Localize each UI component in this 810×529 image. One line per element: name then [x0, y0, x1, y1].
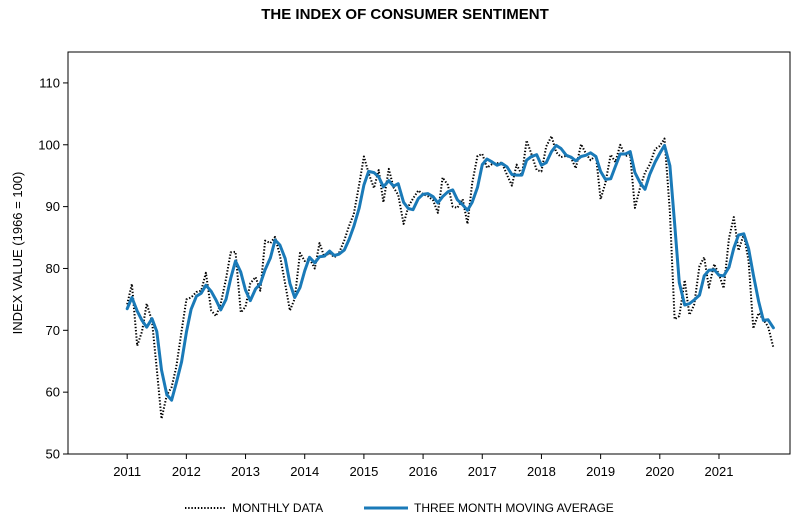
y-tick-label: 110	[39, 75, 60, 90]
x-tick-label: 2015	[349, 464, 378, 479]
plot-area	[67, 51, 791, 455]
x-tick-label: 2014	[290, 464, 319, 479]
x-tick-label: 2021	[705, 464, 734, 479]
x-tick-label: 2020	[645, 464, 674, 479]
y-tick-label: 50	[46, 447, 60, 462]
x-axis: 2011 2012 2013 2014 2015 2016 2017 2018 2019 2020…	[113, 454, 733, 479]
y-axis: 50 60 70 80 90 100 110	[38, 75, 68, 462]
plot-border	[67, 51, 791, 455]
chart-title: THE INDEX OF CONSUMER SENTIMENT	[261, 6, 549, 23]
series-layer	[125, 135, 775, 420]
monthly-data-line	[126, 135, 775, 420]
legend-label-monthly: MONTHLY DATA	[232, 501, 323, 515]
x-tick-label: 2016	[409, 464, 438, 479]
moving-average-line	[125, 143, 775, 402]
y-tick-label: 100	[38, 137, 60, 152]
legend-label-moving-average: THREE MONTH MOVING AVERAGE	[414, 501, 614, 515]
x-tick-label: 2019	[586, 464, 615, 479]
x-tick-label: 2012	[172, 464, 201, 479]
y-tick-label: 60	[46, 385, 60, 400]
y-tick-label: 90	[46, 199, 60, 214]
legend: MONTHLY DATA THREE MONTH MOVING AVERAGE	[185, 501, 614, 515]
x-tick-label: 2018	[527, 464, 556, 479]
y-tick-label: 70	[46, 323, 60, 338]
x-tick-label: 2017	[468, 464, 497, 479]
x-tick-label: 2013	[231, 464, 260, 479]
y-axis-title: INDEX VALUE (1966 = 100)	[10, 172, 25, 335]
x-tick-label: 2011	[113, 464, 141, 479]
y-tick-label: 80	[46, 261, 60, 276]
